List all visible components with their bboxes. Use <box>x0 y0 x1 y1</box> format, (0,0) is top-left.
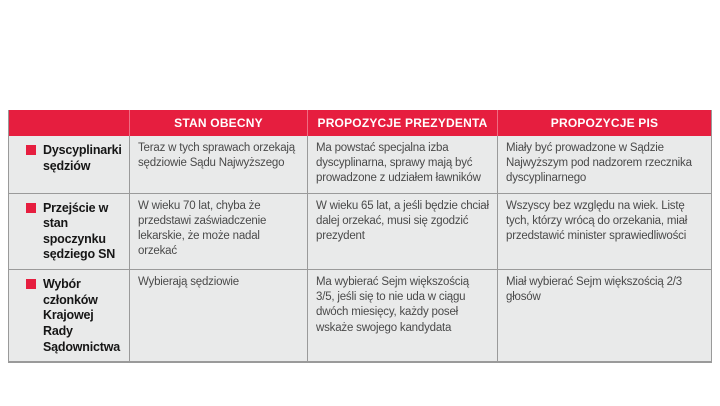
red-square-bullet-icon <box>26 279 36 290</box>
header-propozycje-prezydenta: PROPOZYCJE PREZYDENTA <box>308 110 498 136</box>
cell-stan-obecny: W wieku 70 lat, chyba że przedstawi zaśw… <box>130 193 308 270</box>
row-label: Dyscyplinarki sędziów <box>43 143 122 173</box>
cell-propozycje-prezydenta: Ma wybierać Sejm większością 3/5, jeśli … <box>308 270 498 362</box>
header-corner-cell <box>9 110 130 136</box>
red-square-bullet-icon <box>26 145 36 155</box>
red-square-bullet-icon <box>26 202 36 213</box>
header-propozycje-pis: PROPOZYCJE PIS <box>550 116 659 130</box>
cell-stan-obecny: Teraz w tych sprawach orzekają sędziowie… <box>130 136 308 193</box>
cell-propozycje-prezydenta: W wieku 65 lat, a jeśli będzie chciał da… <box>308 193 498 270</box>
header-stan-obecny: STAN OBECNY <box>130 110 308 136</box>
row-label-cell: Przejście w stan spoczynku sędziego SN <box>9 193 130 270</box>
table-row: Przejście w stan spoczynku sędziego SN W… <box>9 193 711 271</box>
row-label: Przejście w stan spoczynku sędziego SN <box>43 200 116 262</box>
cell-propozycje-pis: Miał wybierać Sejm większością 2/3 głosó… <box>506 276 682 304</box>
row-label-cell: Wybór członków Krajowej Rady Sądownictwa <box>9 270 130 362</box>
table-header-row: STAN OBECNY PROPOZYCJE PREZYDENTA PROPOZ… <box>9 110 711 136</box>
cell-propozycje-prezydenta: Ma powstać specjalna izba dyscyplinarna,… <box>308 136 498 193</box>
cell-propozycje-pis: Wszyscy bez względu na wiek. Listę tych,… <box>506 199 688 242</box>
row-label: Wybór członków Krajowej Rady Sądownictwa <box>43 277 120 354</box>
cell-stan-obecny: Wybierają sędziowie <box>130 270 308 362</box>
comparison-table: STAN OBECNY PROPOZYCJE PREZYDENTA PROPOZ… <box>8 110 712 364</box>
table-row: Dyscyplinarki sędziów Teraz w tych spraw… <box>9 136 711 194</box>
table-row: Wybór członków Krajowej Rady Sądownictwa… <box>9 270 711 362</box>
cell-propozycje-pis: Miały być prowadzone w Sądzie Najwyższym… <box>506 142 692 185</box>
row-label-cell: Dyscyplinarki sędziów <box>9 136 130 193</box>
